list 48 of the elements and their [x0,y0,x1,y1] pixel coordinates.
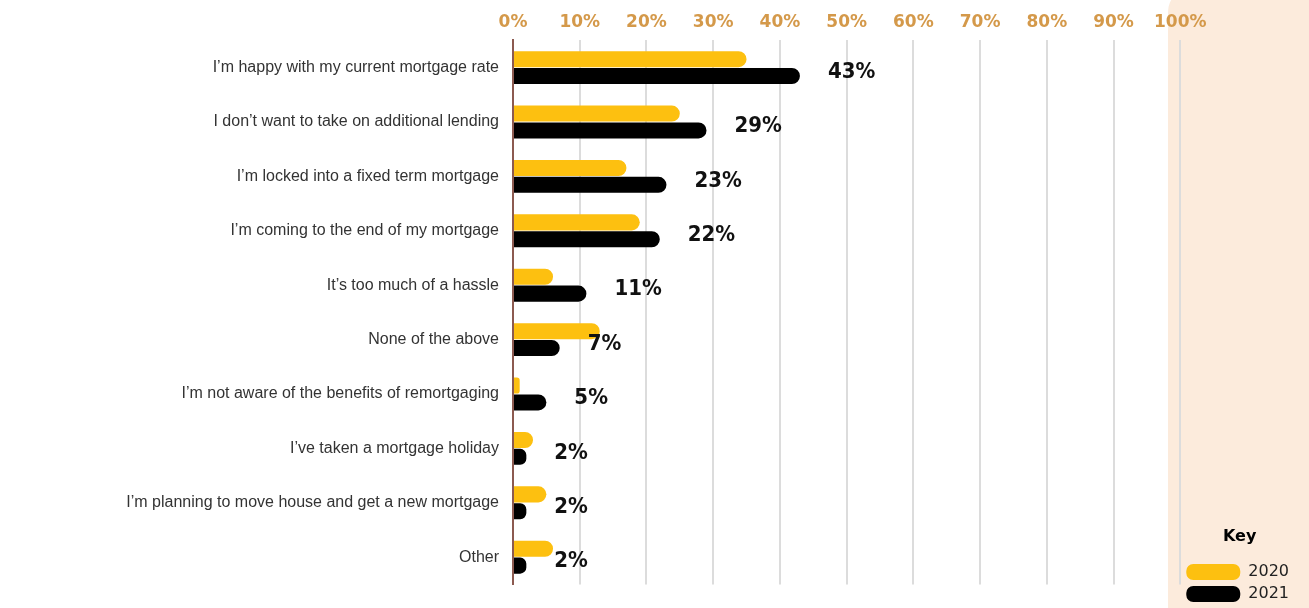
legend-title: Key [1222,525,1257,545]
data-label: 5% [574,384,609,410]
bar [514,122,707,139]
bar [514,268,554,285]
x-tick-label: 80% [1026,10,1068,31]
bar [514,394,547,411]
bar [514,486,547,503]
y-tick-label: None of the above [368,330,500,348]
bar [514,340,560,357]
x-tick-label: 100% [1154,10,1207,31]
data-label: 29% [734,112,783,138]
data-label: 22% [687,220,736,246]
y-tick-label: I don’t want to take on additional lending [213,112,499,130]
x-tick-label: 60% [893,10,934,31]
bar [514,176,667,193]
bar [514,105,680,122]
bar [514,159,627,176]
y-tick-label: I’m happy with my current mortgage rate [212,58,500,76]
x-tick-label: 10% [559,10,601,31]
data-label: 2% [554,438,589,464]
legend-label: 2021 [1248,583,1289,603]
data-label: 7% [587,329,622,355]
data-label: 11% [614,275,662,301]
bar [514,540,554,557]
x-tick-label: 20% [626,10,667,31]
y-tick-label: Other [458,547,500,565]
bar [514,231,660,248]
bar [514,285,587,302]
x-tick-label: 70% [959,10,1001,31]
bar [514,214,640,231]
data-label: 43% [827,57,876,83]
x-tick-label: 30% [692,10,734,31]
y-tick-label: It’s too much of a hassle [326,275,500,293]
x-tick-label: 0% [498,10,528,31]
y-tick-label: I’m planning to move house and get a new mortgage [126,493,500,511]
x-tick-label: 40% [759,10,801,31]
y-tick-label: I’m locked into a fixed term mortgage [236,166,500,184]
y-tick-label: I’ve taken a mortgage holiday [289,438,499,456]
x-tick-label: 90% [1093,10,1134,31]
bar [514,51,747,68]
data-label: 2% [554,547,589,573]
bar [514,68,800,85]
data-label: 2% [554,492,589,518]
data-label: 23% [694,166,743,192]
legend-label: 2020 [1248,561,1289,581]
y-tick-label: I’m coming to the end of my mortgage [230,221,500,239]
x-tick-label: 50% [826,10,867,31]
y-tick-label: I’m not aware of the benefits of remortgaging [181,384,499,402]
